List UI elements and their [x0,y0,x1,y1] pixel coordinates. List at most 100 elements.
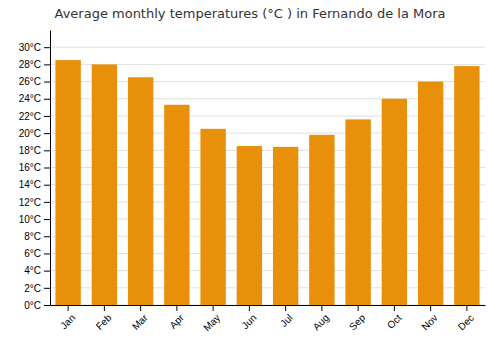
tick: 4°C [24,265,50,276]
tick: Dec [456,305,476,332]
tick-label: 2°C [24,283,41,294]
chart: Average monthly temperatures (°C ) in Fe… [0,0,500,350]
tick-label: May [201,312,222,333]
tick-label: 8°C [24,231,41,242]
tick-mark [44,168,50,169]
tick-mark [44,202,50,203]
tick-label: Nov [419,312,439,332]
tick-mark [44,133,50,134]
tick: Jan [58,305,77,331]
tick-mark [44,47,50,48]
tick: Sep [347,305,368,332]
tick-mark [394,305,395,311]
tick-label: 10°C [19,214,41,225]
tick-mark [44,219,50,220]
tick-mark [68,305,69,311]
tick: 16°C [19,162,50,173]
tick: 8°C [24,231,50,242]
tick: Jul [278,305,295,329]
bar [309,135,334,305]
tick-label: Dec [456,312,476,332]
tick: May [201,305,222,333]
tick-mark [358,305,359,311]
bar [200,129,225,305]
tick-mark [140,305,141,311]
tick: 20°C [19,128,50,139]
bar [418,82,443,305]
bar [454,66,479,305]
tick-mark [44,99,50,100]
tick-mark [44,116,50,117]
tick-mark [285,305,286,311]
tick-label: 26°C [19,76,41,87]
tick-mark [104,305,105,311]
axis-line [50,31,51,306]
tick-mark [44,64,50,65]
bar [237,146,262,305]
bar [273,147,298,305]
tick-label: Oct [385,312,404,331]
tick: 24°C [19,93,50,104]
axis-line [51,305,486,306]
tick: 0°C [24,300,50,311]
y-axis: 0°C 2°C 4°C 6°C 8°C 10°C 12°C 14°C 16°C 18°C 20°C 2… [19,31,51,311]
tick-label: Apr [167,312,186,331]
tick-label: 20°C [19,128,41,139]
tick: 2°C [24,283,50,294]
tick-mark [44,150,50,151]
x-axis: Jan Feb Mar Apr May Jun Jul Aug Sep Oct Nov Dec [51,305,486,333]
tick-label: 16°C [19,162,41,173]
bars [55,60,479,305]
tick: Feb [94,305,114,332]
tick: Aug [311,305,331,332]
tick-label: Jun [239,312,258,331]
tick-label: Feb [94,312,114,332]
tick-label: 4°C [24,265,41,276]
tick-label: 28°C [19,59,41,70]
tick-label: Jul [278,312,295,329]
tick-label: 30°C [19,42,41,53]
grid-line [50,47,485,48]
tick: 12°C [19,197,50,208]
tick-label: Aug [311,312,331,332]
tick-mark [466,305,467,311]
bar [128,77,153,305]
grid [50,47,485,305]
tick-label: 18°C [19,145,41,156]
tick-label: Mar [130,312,150,332]
bar [92,64,117,305]
tick-mark [249,305,250,311]
tick: Apr [167,305,186,331]
tick-label: Sep [347,312,368,333]
tick-mark [44,288,50,289]
bar [55,60,80,305]
tick-label: 0°C [24,300,41,311]
tick: Nov [419,305,439,332]
tick-mark [44,271,50,272]
tick-label: 14°C [19,179,41,190]
tick-label: 22°C [19,111,41,122]
tick-label: 24°C [19,93,41,104]
tick: Jun [239,305,258,331]
bar [164,105,189,305]
tick-mark [44,185,50,186]
tick-mark [44,305,50,306]
tick: 14°C [19,179,50,190]
bar [345,119,370,305]
tick: Mar [130,305,150,332]
tick-mark [44,236,50,237]
tick: 10°C [19,214,50,225]
tick-label: Jan [58,312,77,331]
tick: 22°C [19,111,50,122]
tick-label: 6°C [24,248,41,259]
tick-label: 12°C [19,197,41,208]
title: Average monthly temperatures (°C ) in Fe… [55,6,446,21]
tick-mark [176,305,177,311]
tick: 30°C [19,42,50,53]
plot: 0°C 2°C 4°C 6°C 8°C 10°C 12°C 14°C 16°C 18°C 20°C 2… [19,31,486,334]
tick-mark [44,253,50,254]
bar [382,99,407,305]
tick: 18°C [19,145,50,156]
tick: Oct [385,305,404,331]
tick-mark [213,305,214,311]
